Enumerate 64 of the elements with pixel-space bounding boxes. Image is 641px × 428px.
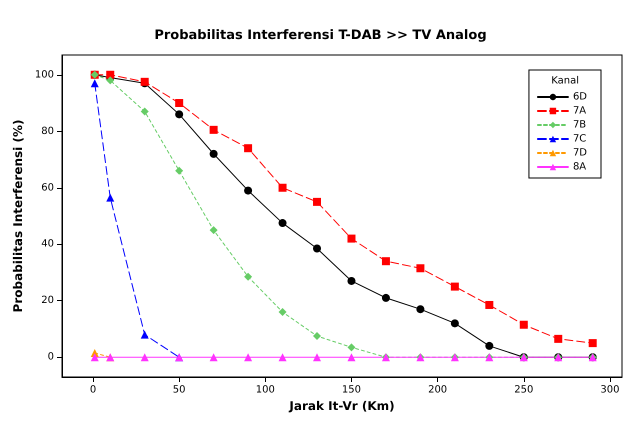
- point: [278, 219, 287, 228]
- point: [278, 308, 287, 316]
- x-axis-title: Jarak It-Vr (Km): [288, 398, 395, 413]
- point: [485, 342, 494, 350]
- point: [416, 305, 424, 314]
- point: [347, 276, 356, 285]
- point: [140, 330, 149, 339]
- point: [278, 184, 287, 192]
- point: [140, 107, 149, 116]
- point: [210, 150, 218, 158]
- point: [382, 257, 390, 266]
- legend-label: 8A: [572, 162, 586, 172]
- y-tick-label: 0: [48, 352, 54, 363]
- x-tick-label: 0: [90, 384, 96, 396]
- point: [485, 300, 494, 309]
- legend-label: 7D: [572, 148, 588, 158]
- point: [278, 353, 287, 362]
- point: [450, 319, 459, 328]
- point: [210, 353, 218, 362]
- point: [588, 339, 597, 348]
- x-tick-label: 50: [172, 384, 186, 396]
- x-tick-label: 300: [600, 384, 620, 396]
- point: [175, 99, 184, 108]
- point: [140, 353, 149, 362]
- point: [175, 166, 184, 175]
- point: [554, 334, 562, 343]
- y-tick-label: 20: [41, 295, 54, 306]
- x-tick-label: 250: [514, 384, 534, 396]
- point: [313, 353, 322, 362]
- legend-label: 7B: [572, 120, 586, 130]
- legend-label: 7A: [572, 106, 586, 116]
- point: [90, 79, 99, 88]
- point: [210, 226, 218, 234]
- point: [313, 332, 322, 340]
- point: [347, 353, 356, 362]
- legend-label: 6D: [572, 92, 588, 102]
- x-tick-label: 100: [256, 384, 275, 396]
- point: [244, 353, 252, 362]
- y-tick-label: 40: [41, 238, 54, 250]
- point: [244, 272, 252, 281]
- legend-title: Kanal: [551, 76, 580, 86]
- chart-title: Probabilitas Interferensi T-DAB >> TV Analog: [154, 28, 487, 43]
- point: [347, 234, 356, 243]
- legend-label: 7C: [572, 134, 586, 144]
- y-tick-label: 80: [41, 126, 54, 137]
- point: [244, 186, 252, 195]
- y-tick-label: 100: [34, 69, 54, 80]
- point: [382, 294, 390, 302]
- y-tick-label: 60: [41, 182, 54, 194]
- point: [175, 110, 184, 118]
- point: [347, 343, 356, 352]
- point: [106, 194, 114, 202]
- point: [450, 282, 459, 291]
- point: [244, 144, 252, 152]
- x-tick-label: 150: [342, 384, 362, 396]
- x-tick-label: 200: [428, 384, 448, 396]
- point: [210, 126, 218, 134]
- y-axis-title: Probabilitas Interferensi (%): [11, 120, 26, 312]
- point: [106, 76, 114, 84]
- point: [313, 244, 322, 252]
- point: [520, 320, 528, 329]
- point: [106, 70, 114, 79]
- point: [313, 198, 322, 206]
- point: [416, 264, 424, 272]
